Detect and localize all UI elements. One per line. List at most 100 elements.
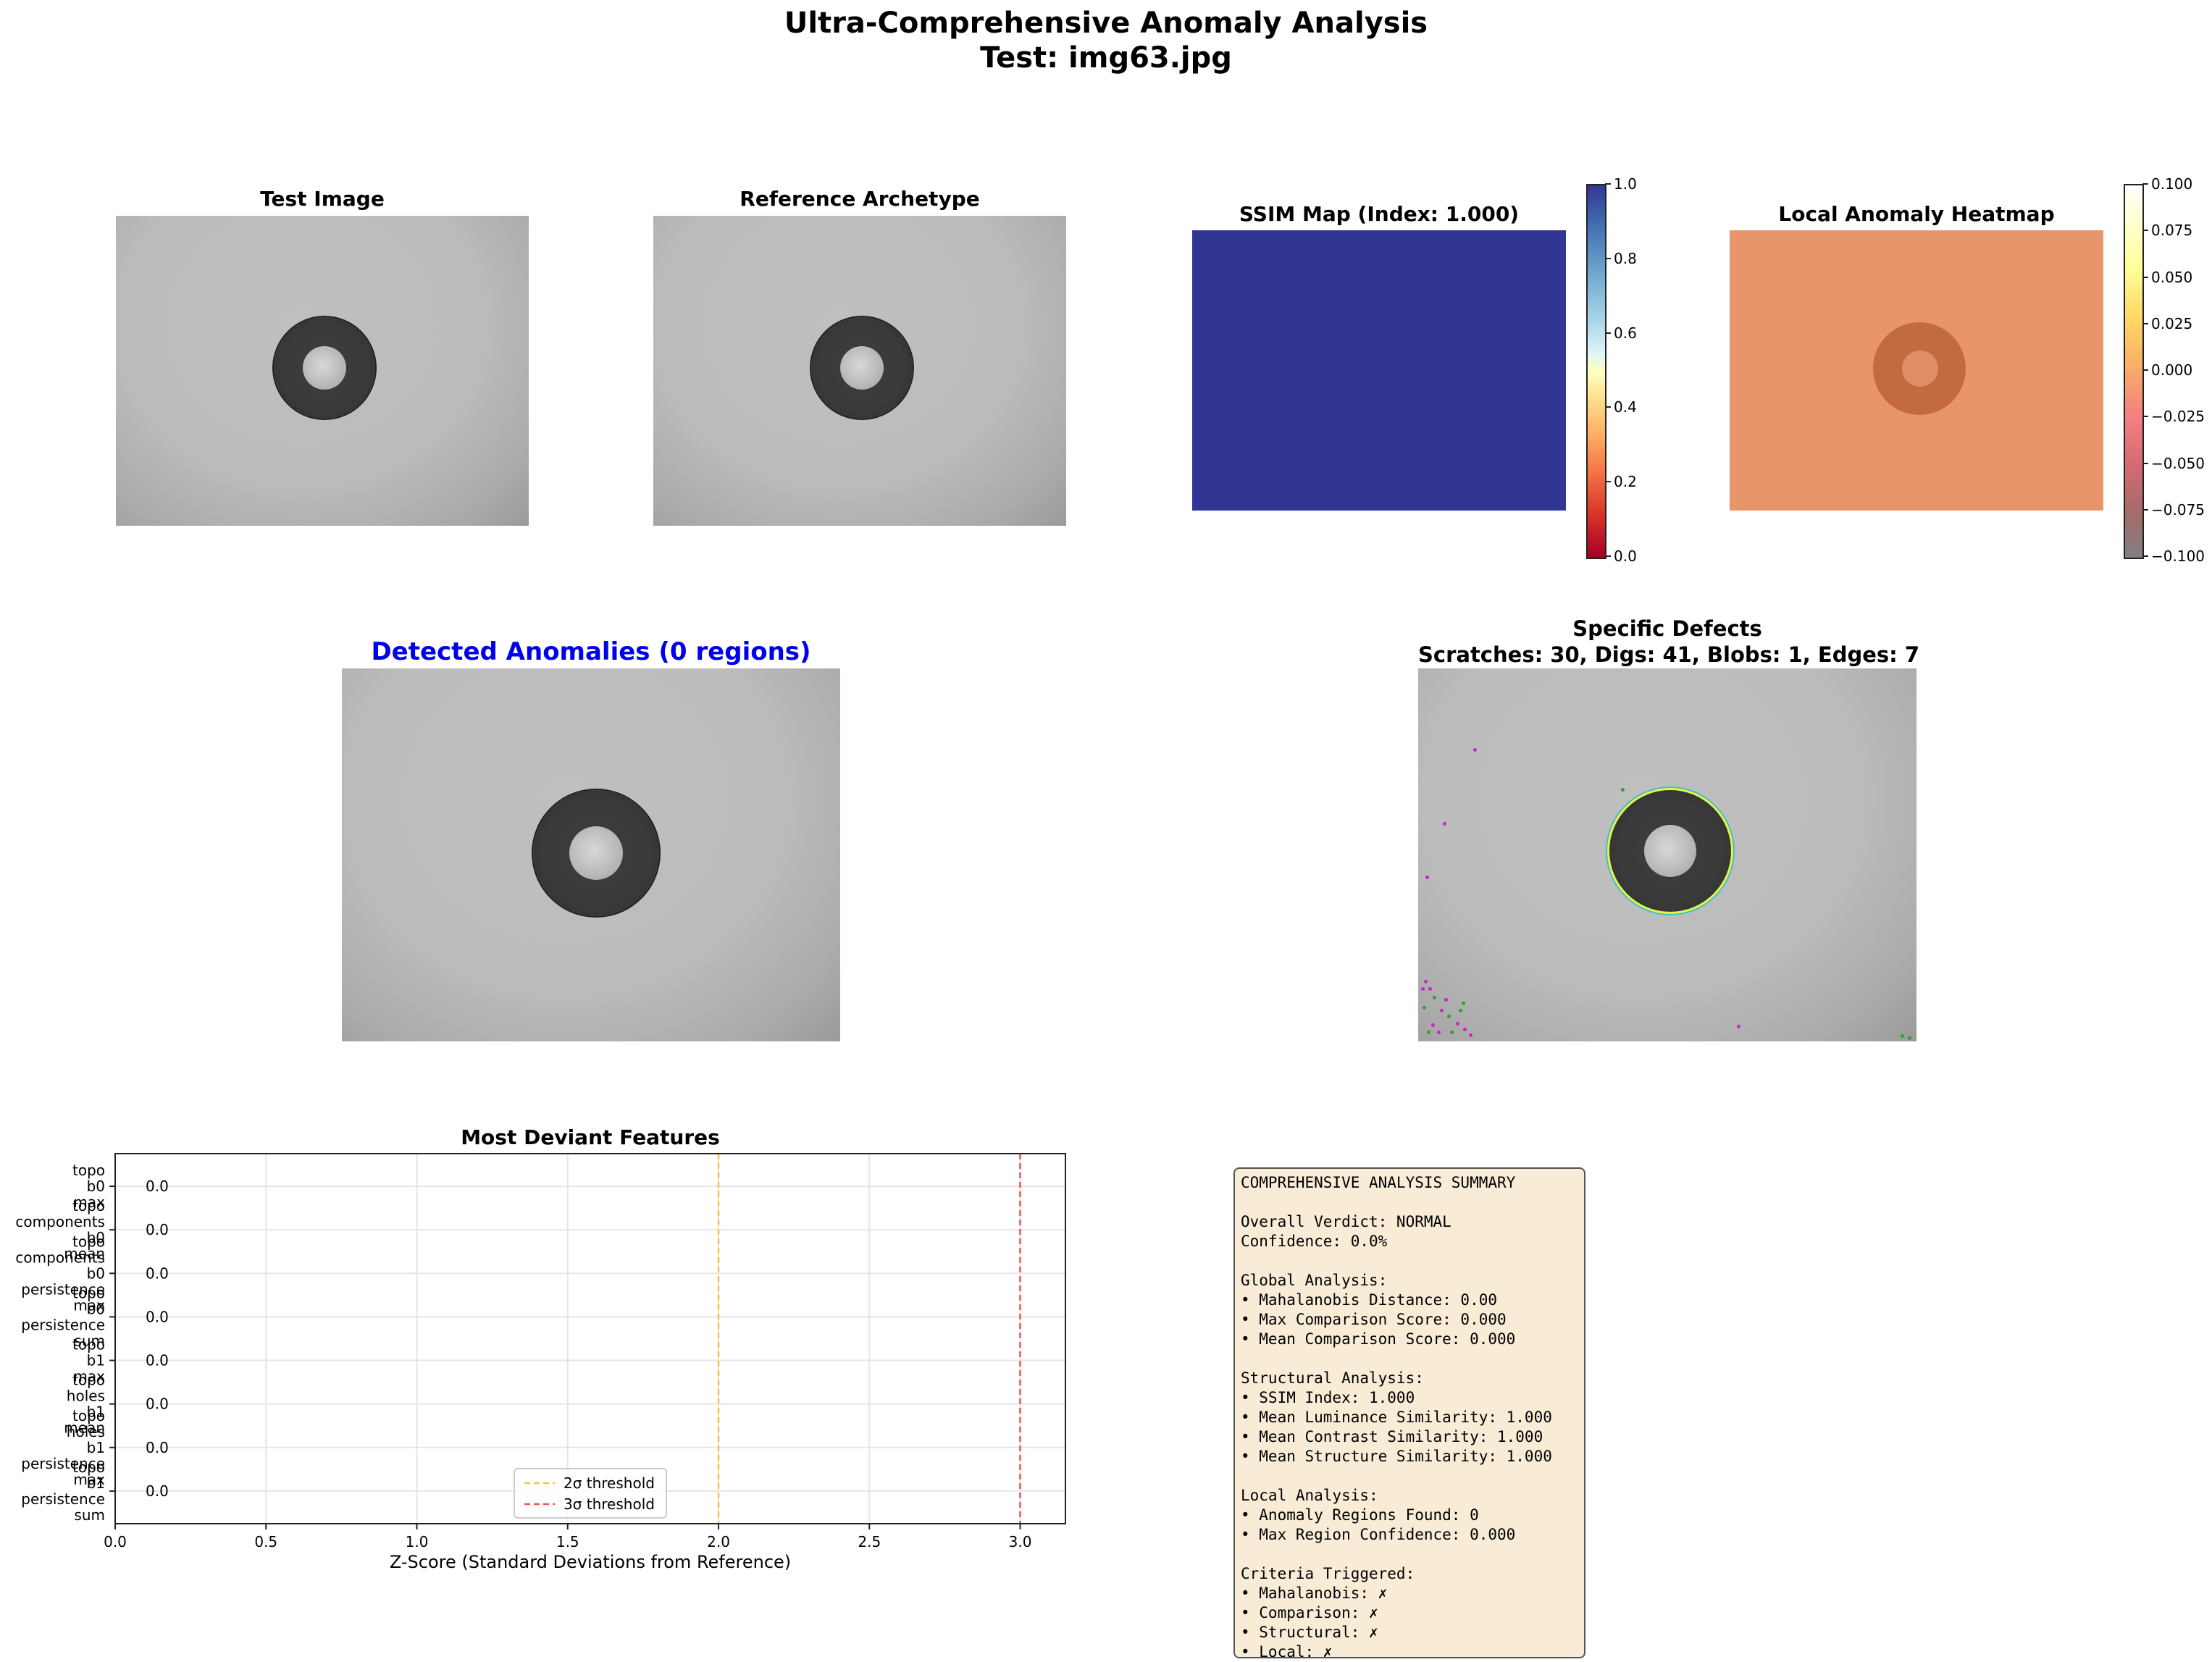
bar-value-label: 0.0: [146, 1264, 169, 1282]
chart-x-label: Z-Score (Standard Deviations from Refere…: [390, 1552, 791, 1572]
defect-marker: [1433, 996, 1436, 999]
local-colorbar-tick-label: 0.050: [2151, 268, 2193, 286]
defect-marker: [1463, 1028, 1467, 1031]
local-colorbar-tick-mark: [2142, 322, 2148, 324]
ssim-colorbar-tick-mark: [1605, 183, 1611, 185]
test-image-hub: [303, 346, 346, 390]
defects-title-line2: Scratches: 30, Digs: 41, Blobs: 1, Edges…: [1418, 642, 1920, 667]
summary-line: Structural Analysis:: [1241, 1369, 1424, 1387]
bar-value-label: 0.0: [146, 1352, 169, 1369]
defect-marker: [1443, 822, 1446, 826]
defect-marker: [1456, 1022, 1459, 1025]
local-colorbar-tick-mark: [2142, 555, 2148, 557]
defect-marker: [1450, 1031, 1454, 1034]
summary-line: • Mahalanobis Distance: 0.00: [1241, 1291, 1498, 1309]
summary-line: • Mean Structure Similarity: 1.000: [1241, 1448, 1552, 1465]
ssim-colorbar-tick-label: 0.4: [1614, 398, 1637, 416]
summary-line: • Mean Luminance Similarity: 1.000: [1241, 1409, 1552, 1426]
local-colorbar-tick-mark: [2142, 276, 2148, 278]
defect-marker: [1621, 788, 1625, 792]
local-colorbar-tick-label: 0.025: [2151, 314, 2193, 332]
summary-line: Global Analysis:: [1241, 1272, 1388, 1289]
ssim-colorbar-tick-label: 0.6: [1614, 324, 1637, 342]
summary-line: [1241, 1466, 1578, 1486]
defect-marker: [1431, 1023, 1435, 1027]
test-image-title: Test Image: [260, 187, 385, 211]
y-tick-label: topo b0 max: [72, 1162, 105, 1211]
ssim-colorbar-tick-label: 0.8: [1614, 249, 1637, 267]
summary-line: Local Analysis:: [1241, 1487, 1378, 1504]
defect-marker: [1428, 987, 1432, 991]
bar-value-label: 0.0: [146, 1396, 169, 1413]
ssim-colorbar: [1586, 184, 1606, 559]
defect-marker: [1462, 1002, 1465, 1005]
test-image: [116, 216, 529, 526]
defect-marker: [1440, 1009, 1444, 1012]
defect-marker: [1737, 1025, 1740, 1028]
analysis-summary: COMPREHENSIVE ANALYSIS SUMMARY Overall Ve…: [1233, 1167, 1585, 1661]
defect-marker: [1421, 987, 1425, 991]
bar-value-label: 0.0: [146, 1308, 169, 1325]
local-colorbar: [2124, 184, 2144, 559]
defect-marker: [1447, 1015, 1451, 1018]
ssim-colorbar-tick-mark: [1605, 555, 1611, 557]
defects-image-hub: [1644, 825, 1696, 877]
y-tick-label: topo holes b1 mean: [64, 1372, 105, 1437]
detected-image-hub: [569, 826, 623, 880]
defect-marker: [1459, 1009, 1462, 1012]
reference-image-hub: [840, 346, 884, 390]
local-colorbar-tick-label: −0.100: [2151, 547, 2205, 565]
summary-line: Criteria Triggered:: [1241, 1565, 1415, 1582]
y-tick-label: topo components b0 mean: [15, 1197, 105, 1262]
chart-plot-frame: [114, 1153, 1066, 1524]
y-tick-label: topo b1 persistence sum: [21, 1459, 105, 1524]
x-tick-label: 2.5: [858, 1533, 881, 1550]
summary-line: [1241, 1251, 1578, 1271]
defect-marker: [1908, 1036, 1911, 1040]
local-colorbar-tick-mark: [2142, 369, 2148, 371]
ssim-colorbar-tick-mark: [1605, 257, 1611, 259]
ssim-colorbar-tick-label: 1.0: [1614, 175, 1637, 193]
bar-value-label: 0.0: [146, 1439, 169, 1456]
x-tick-label: 1.5: [556, 1533, 579, 1550]
ssim-colorbar-tick-label: 0.0: [1614, 547, 1637, 565]
legend-3sigma-label: 3σ threshold: [564, 1495, 655, 1513]
summary-line: • Mean Contrast Similarity: 1.000: [1241, 1428, 1543, 1445]
ssim-colorbar-tick-mark: [1605, 406, 1611, 408]
x-tick-label: 1.0: [406, 1533, 429, 1550]
chart-x-ticks: 0.0 0.5 1.0 1.5 2.0 2.5 3.0: [104, 1524, 1031, 1550]
summary-line: • Mahalanobis: ✗: [1241, 1585, 1388, 1602]
ssim-colorbar-tick-label: 0.2: [1614, 473, 1637, 491]
local-colorbar-tick-label: 0.000: [2151, 361, 2193, 379]
local-heatmap-title: Local Anomaly Heatmap: [1778, 202, 2055, 226]
summary-line: • Max Region Confidence: 0.000: [1241, 1526, 1516, 1543]
chart-bars: 0.0 0.0 0.0 0.0 0.0 0.0 0.0 0.0: [146, 1178, 169, 1500]
defect-marker: [1424, 980, 1428, 983]
defect-marker: [1444, 998, 1448, 1002]
bar-value-label: 0.0: [146, 1221, 169, 1238]
bar-value-label: 0.0: [146, 1178, 169, 1195]
local-colorbar-tick-label: 0.075: [2151, 222, 2193, 240]
local-colorbar-tick-label: −0.025: [2151, 408, 2205, 426]
summary-line: [1241, 1545, 1578, 1564]
y-tick-label: topo b1 max: [72, 1336, 105, 1385]
local-colorbar-tick-label: −0.075: [2151, 500, 2205, 519]
defect-marker: [1425, 876, 1429, 879]
defects-title-line1: Specific Defects: [1572, 616, 1762, 641]
figure-title-line1: Ultra-Comprehensive Anomaly Analysis: [784, 7, 1428, 40]
defect-marker: [1469, 1033, 1472, 1037]
x-tick-label: 2.0: [707, 1533, 730, 1550]
chart-legend: 2σ threshold 3σ threshold: [514, 1468, 667, 1519]
summary-line: • Anomaly Regions Found: 0: [1241, 1506, 1479, 1524]
x-tick-label: 3.0: [1009, 1533, 1032, 1550]
reference-image: [653, 216, 1066, 526]
summary-line: Overall Verdict: NORMAL: [1241, 1213, 1451, 1230]
ssim-map-title: SSIM Map (Index: 1.000): [1239, 202, 1520, 226]
chart-title: Most Deviant Features: [461, 1125, 720, 1149]
ssim-colorbar-tick-mark: [1605, 332, 1611, 334]
deviant-features-chart: Most Deviant Features 0.0 0.0 0.0 0.0 0.0 0.0…: [15, 1125, 1066, 1572]
local-heatmap: [1730, 230, 2103, 511]
y-tick-label: topo components b0 persistence max: [15, 1233, 105, 1314]
reference-title: Reference Archetype: [740, 187, 980, 211]
defect-marker: [1437, 1031, 1441, 1034]
